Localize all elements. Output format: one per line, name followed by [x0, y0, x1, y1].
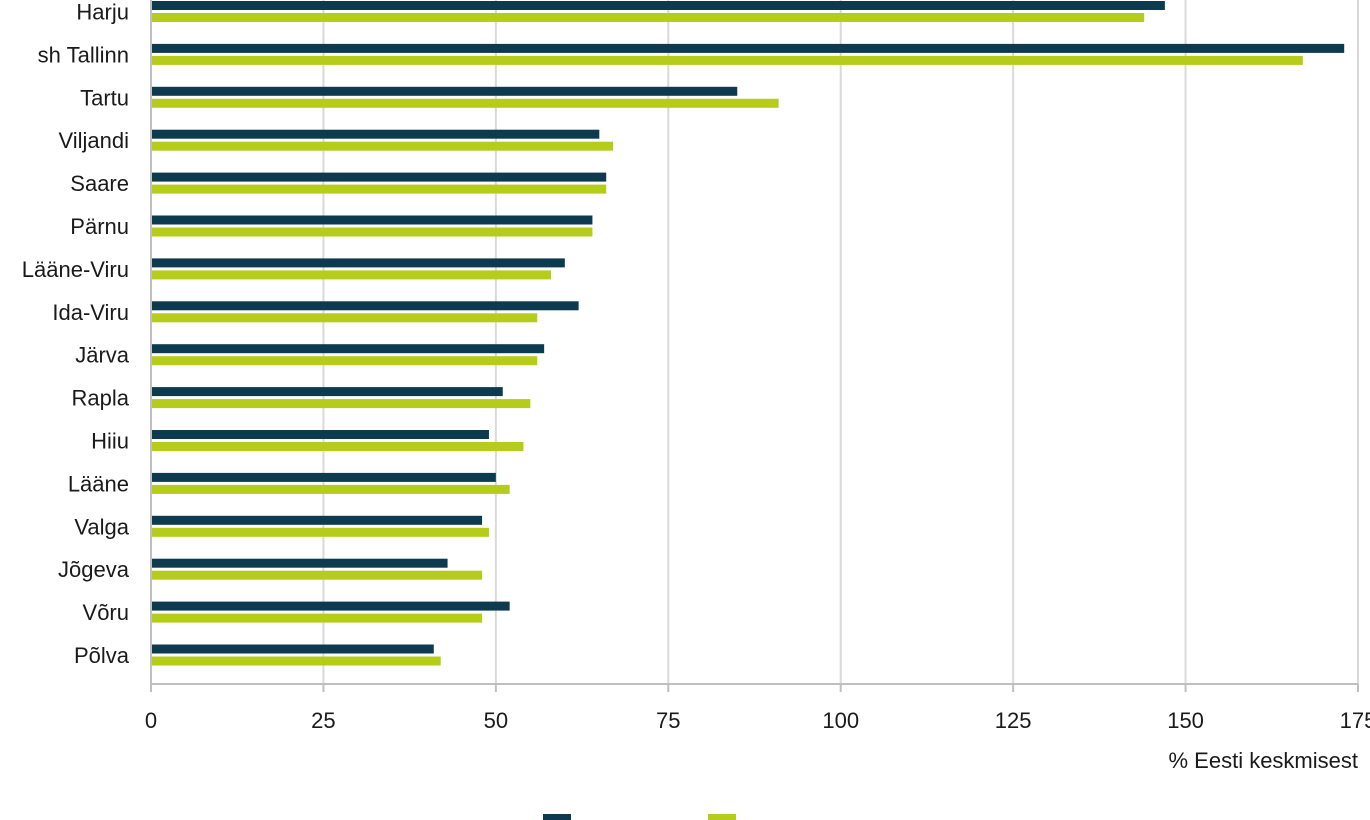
- x-tick-label: 100: [822, 708, 859, 733]
- bar-series-1: [151, 558, 448, 568]
- category-label: sh Tallinn: [38, 42, 129, 67]
- category-label: Hiiu: [91, 429, 129, 454]
- bar-series-1: [151, 1, 1165, 10]
- category-labels: Harju sh Tallinn Tartu Viljandi Saare Pärnu Lä…: [22, 0, 130, 668]
- category-label: Põlva: [74, 643, 130, 668]
- bar-series-2: [151, 141, 614, 151]
- bar-series-1: [151, 387, 503, 397]
- category-label: Saare: [70, 171, 129, 196]
- bar-series-1: [151, 601, 510, 611]
- bar-series-2: [151, 55, 1303, 65]
- category-label: Tartu: [80, 85, 129, 110]
- bar-series-2: [151, 356, 538, 366]
- bar-series-2: [151, 13, 1145, 22]
- x-tick-label: 50: [484, 708, 508, 733]
- bars: [151, 1, 1345, 666]
- category-label: Viljandi: [58, 128, 129, 153]
- bar-series-1: [151, 301, 579, 311]
- category-label: Võru: [83, 600, 129, 625]
- bar-series-2: [151, 613, 483, 623]
- bar-series-2: [151, 313, 538, 323]
- bar-series-1: [151, 129, 600, 139]
- legend: [543, 814, 736, 820]
- bar-series-1: [151, 86, 738, 96]
- bar-series-1: [151, 215, 593, 225]
- category-label: Lääne: [68, 471, 129, 496]
- bar-series-1: [151, 258, 565, 268]
- category-label: Jõgeva: [58, 557, 130, 582]
- axes: [150, 0, 1358, 685]
- x-axis-title: % Eesti keskmisest: [1169, 748, 1359, 773]
- bar-series-1: [151, 515, 483, 525]
- category-label: Harju: [76, 0, 129, 25]
- bar-series-1: [151, 344, 545, 354]
- x-tick-label: 125: [995, 708, 1032, 733]
- legend-swatch-series-1: [543, 814, 571, 820]
- bar-series-2: [151, 442, 524, 451]
- x-tick-label: 175: [1340, 708, 1370, 733]
- bar-series-2: [151, 399, 531, 409]
- bar-series-1: [151, 172, 607, 182]
- x-tick-label: 150: [1167, 708, 1204, 733]
- legend-swatch-series-2: [708, 814, 736, 820]
- bar-series-2: [151, 270, 552, 280]
- category-label: Valga: [74, 514, 129, 539]
- bar-series-2: [151, 484, 510, 494]
- bar-series-1: [151, 430, 489, 439]
- bar-series-1: [151, 43, 1345, 53]
- x-ticks: 0 25 50 75 100 125 150 175: [145, 684, 1370, 733]
- gridlines: [322, 0, 1359, 684]
- bar-series-2: [151, 184, 607, 194]
- bar-series-2: [151, 98, 779, 108]
- category-label: Ida-Viru: [52, 300, 129, 325]
- x-tick-label: 25: [311, 708, 335, 733]
- category-label: Pärnu: [70, 214, 129, 239]
- x-tick-label: 0: [145, 708, 157, 733]
- x-tick-label: 75: [656, 708, 680, 733]
- category-label: Järva: [75, 343, 130, 368]
- bar-series-2: [151, 656, 441, 666]
- bar-series-1: [151, 644, 434, 654]
- bar-series-2: [151, 227, 593, 237]
- bar-series-2: [151, 527, 489, 537]
- bar-series-1: [151, 472, 496, 482]
- bar-series-2: [151, 570, 483, 580]
- category-label: Lääne-Viru: [22, 257, 129, 282]
- category-label: Rapla: [72, 386, 130, 411]
